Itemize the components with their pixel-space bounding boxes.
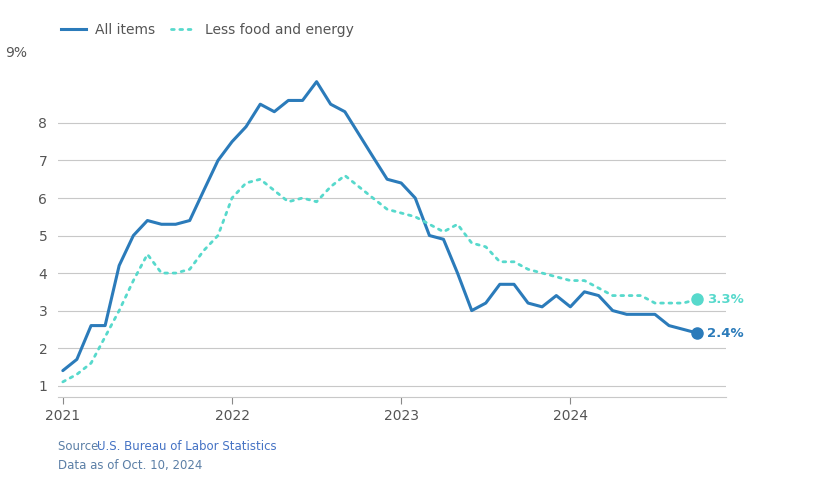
Text: 2.4%: 2.4%	[707, 327, 744, 340]
Text: 9%: 9%	[5, 46, 27, 60]
Text: Data as of Oct. 10, 2024: Data as of Oct. 10, 2024	[58, 459, 202, 472]
Text: 3.3%: 3.3%	[707, 293, 744, 306]
Legend: All items, Less food and energy: All items, Less food and energy	[61, 23, 354, 37]
Text: U.S. Bureau of Labor Statistics: U.S. Bureau of Labor Statistics	[97, 440, 277, 453]
Text: Source:: Source:	[58, 440, 106, 453]
